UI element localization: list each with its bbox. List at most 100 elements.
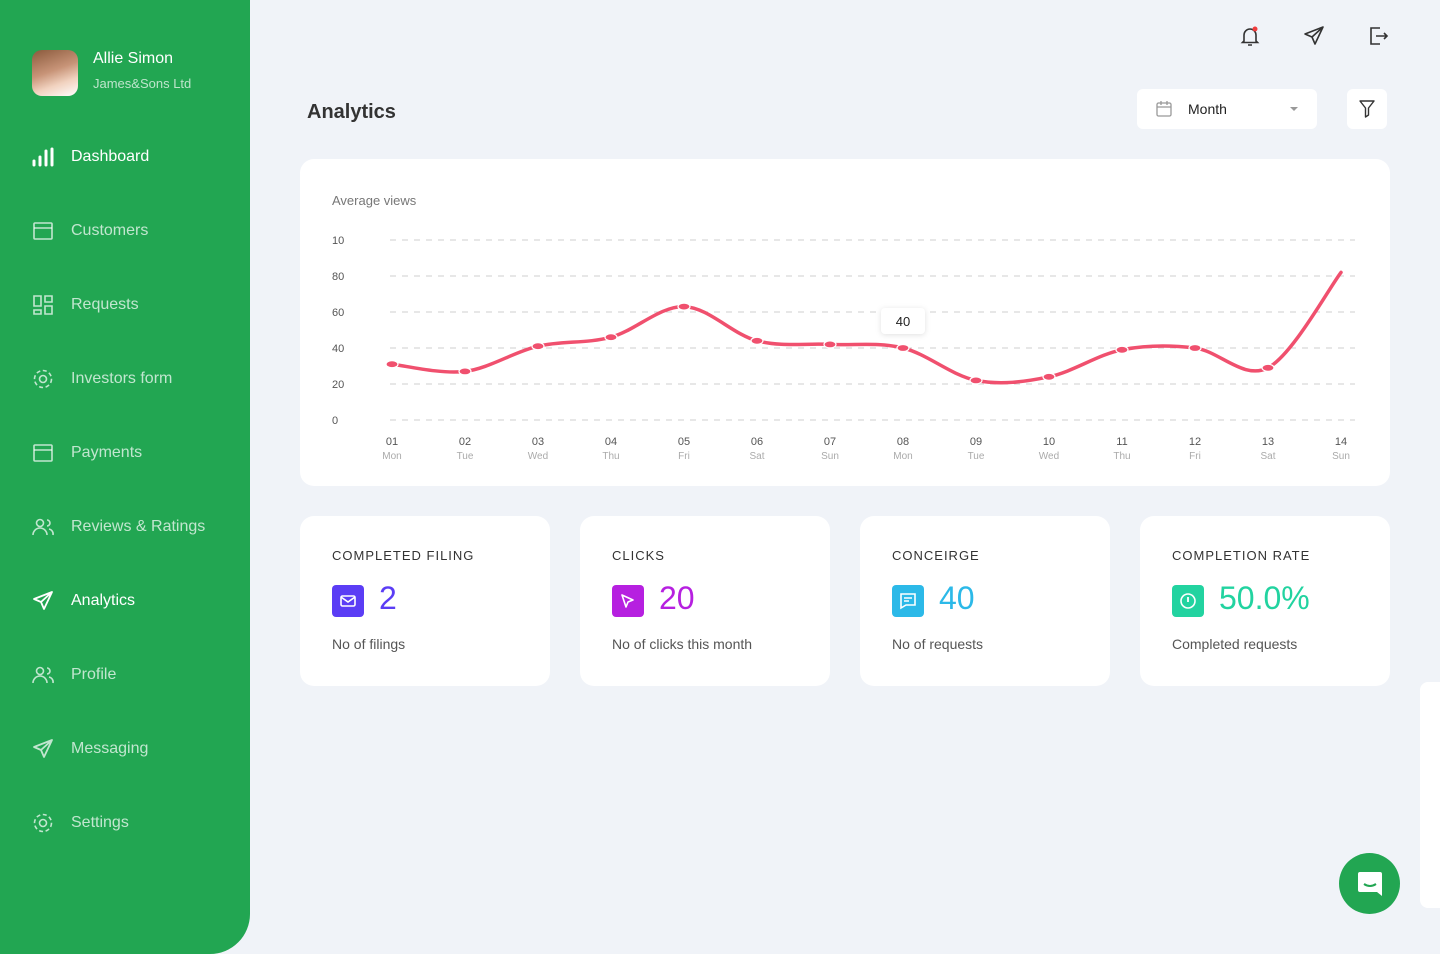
x-tick-sublabel: Sat [749, 451, 764, 462]
stat-caption: Completed requests [1172, 636, 1298, 652]
nav-icon [33, 813, 53, 833]
nav-icon [33, 591, 53, 610]
stat-caption: No of filings [332, 636, 406, 652]
stat-value: 40 [939, 580, 975, 616]
data-point [531, 342, 545, 351]
stat-title: CLICKS [612, 548, 665, 563]
stat-card: COMPLETION RATE 50.0% Completed requests [1140, 516, 1390, 686]
tooltip-box [881, 308, 925, 334]
data-point [1188, 343, 1202, 353]
tooltip-label: 40 [896, 314, 910, 329]
data-point [385, 360, 399, 369]
x-tick-sublabel: Tue [457, 451, 474, 462]
x-tick-label: 04 [605, 436, 617, 448]
stat-title: COMPLETION RATE [1172, 548, 1311, 563]
x-tick-label: 12 [1189, 436, 1201, 448]
stat-title: CONCEIRGE [892, 548, 980, 563]
nav-icon [33, 739, 53, 758]
data-point [969, 376, 983, 385]
data-point [896, 343, 910, 353]
x-tick-sublabel: Wed [528, 451, 548, 462]
nav-item[interactable]: Settings [30, 811, 240, 835]
nav-icon [32, 518, 54, 536]
side-panel [1420, 682, 1440, 908]
nav-label: Payments [71, 444, 143, 461]
stat-value: 2 [379, 580, 397, 616]
x-tick-sublabel: Tue [968, 451, 985, 462]
nav-item[interactable]: Requests [30, 293, 240, 317]
x-tick-label: 11 [1116, 436, 1127, 448]
x-tick-sublabel: Mon [893, 451, 912, 462]
x-tick-sublabel: Mon [382, 451, 401, 462]
notification-icon[interactable] [1238, 24, 1262, 48]
data-point [1261, 363, 1275, 372]
y-tick-label: 40 [332, 343, 344, 355]
nav-label: Customers [71, 222, 149, 239]
chat-icon [1358, 872, 1382, 896]
stat-icon [892, 585, 924, 617]
nav-item[interactable]: Dashboard [30, 145, 240, 169]
x-tick-sublabel: Fri [1189, 451, 1201, 462]
x-tick-label: 03 [532, 436, 544, 448]
data-point [604, 333, 618, 342]
y-tick-label: 10 [332, 235, 344, 247]
data-point [1042, 372, 1056, 381]
nav-item[interactable]: Customers [30, 219, 240, 243]
x-tick-label: 02 [459, 436, 471, 448]
data-point [458, 367, 472, 376]
stat-card: CONCEIRGE 40 No of requests [860, 516, 1110, 686]
x-tick-label: 01 [386, 436, 398, 448]
avatar [32, 50, 78, 96]
y-tick-label: 80 [332, 271, 344, 283]
stat-icon [612, 585, 644, 617]
nav-label: Messaging [71, 740, 149, 757]
sidebar: Allie Simon James&Sons Ltd Dashboard Cust… [0, 0, 250, 954]
chart-card: Average views 0 20 40 60 80 10 01 Mon 02 Tue 03 Wed… [300, 159, 1390, 486]
send-icon[interactable] [1302, 24, 1326, 48]
logout-icon[interactable] [1366, 24, 1390, 48]
chat-button[interactable] [1339, 853, 1400, 914]
nav-label: Investors form [71, 370, 173, 387]
nav-item[interactable]: Messaging [30, 737, 240, 761]
x-tick-label: 07 [824, 436, 836, 448]
data-point [823, 340, 837, 349]
stat-value: 50.0% [1219, 580, 1310, 616]
stat-value: 20 [659, 580, 695, 616]
nav-item[interactable]: Analytics [30, 589, 240, 613]
nav-icon [32, 147, 54, 167]
nav-label: Analytics [71, 592, 136, 609]
x-tick-label: 14 [1335, 436, 1347, 448]
stat-card: CLICKS 20 No of clicks this month [580, 516, 830, 686]
period-select[interactable]: Month [1137, 89, 1317, 129]
stat-caption: No of requests [892, 636, 984, 652]
nav-label: Dashboard [71, 148, 150, 165]
nav-icon [32, 666, 54, 684]
nav-item[interactable]: Reviews & Ratings [30, 515, 240, 539]
x-tick-label: 06 [751, 436, 763, 448]
x-tick-sublabel: Thu [602, 451, 619, 462]
x-tick-sublabel: Fri [678, 451, 690, 462]
nav-label: Reviews & Ratings [71, 518, 206, 535]
data-point [750, 336, 764, 345]
nav-item[interactable]: Payments [30, 441, 240, 465]
chart: Average views 0 20 40 60 80 10 01 Mon 02 Tue 03 Wed… [332, 193, 1355, 462]
nav-label: Settings [71, 814, 129, 831]
nav-label: Requests [71, 296, 139, 313]
x-tick-label: 13 [1262, 436, 1274, 448]
data-point [1115, 345, 1129, 354]
x-tick-label: 09 [970, 436, 982, 448]
nav-icon [33, 222, 53, 240]
y-tick-label: 20 [332, 379, 344, 391]
stat-caption: No of clicks this month [612, 636, 753, 652]
nav-item[interactable]: Investors form [30, 367, 240, 391]
x-tick-sublabel: Wed [1039, 451, 1059, 462]
x-tick-label: 05 [678, 436, 690, 448]
user-name: Allie Simon [93, 50, 174, 67]
dropdown-caret [1290, 107, 1298, 111]
user-company: James&Sons Ltd [93, 76, 192, 91]
filter-button[interactable] [1347, 89, 1387, 129]
nav-item[interactable]: Profile [30, 663, 240, 687]
x-tick-sublabel: Thu [1113, 451, 1130, 462]
stat-card: COMPLETED FILING 2 No of filings [300, 516, 550, 686]
